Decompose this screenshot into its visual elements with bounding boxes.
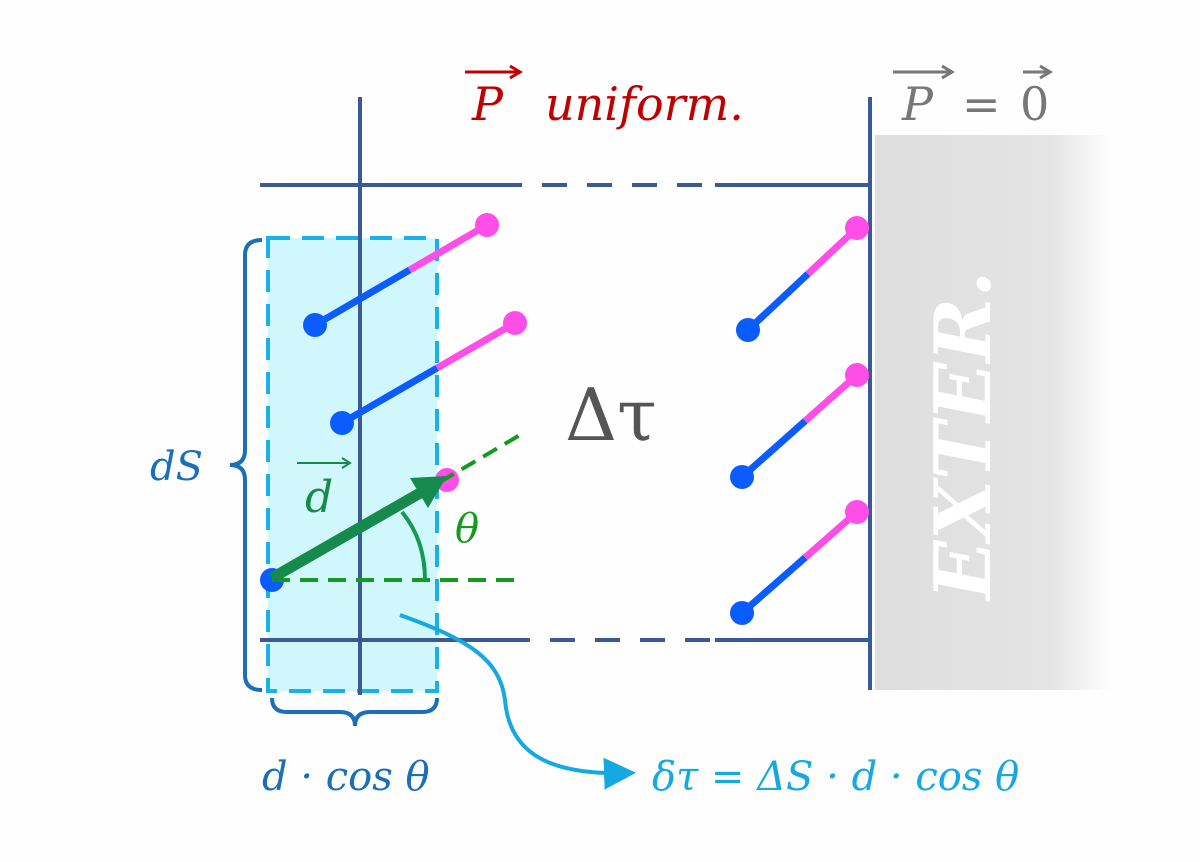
dipole-negative-segment (739, 418, 808, 480)
vector-label: d (305, 472, 333, 523)
frame (260, 97, 872, 695)
projection-brace (270, 697, 439, 727)
dipole-negative-segment (739, 554, 808, 616)
exterior-region (875, 135, 1110, 690)
positive-charge (475, 213, 499, 237)
title-vector: P (471, 77, 504, 131)
surface-label: dS (150, 444, 203, 490)
exterior-condition-rhs: 0 (1020, 77, 1049, 131)
exterior-label: EXTER. (918, 271, 1009, 602)
positive-charge (503, 311, 527, 335)
dipole-negative-segment (340, 364, 439, 427)
negative-charge (330, 411, 354, 435)
projection-label: d · cos θ (262, 754, 430, 800)
angle-arc (400, 510, 427, 581)
surface-brace (229, 238, 263, 692)
dipole (736, 216, 869, 342)
dipole (330, 311, 527, 435)
dipole-positive-segment (407, 221, 489, 274)
dipole (303, 213, 499, 337)
volume-label: Δτ (565, 373, 657, 457)
exterior-condition-eq: = (962, 77, 1001, 131)
dipole-positive-segment (435, 319, 517, 372)
vector-d (269, 433, 522, 583)
dipole (730, 500, 869, 625)
dipole-negative-segment (745, 271, 811, 333)
negative-charge (730, 601, 754, 625)
slab-volume (266, 236, 439, 693)
negative-charge (303, 313, 327, 337)
exterior-condition-lhs: P (901, 77, 934, 131)
positive-charge (845, 363, 869, 387)
title-text: uniform. (545, 77, 744, 131)
vector-arrow-shaft (269, 488, 423, 583)
positive-charge (845, 500, 869, 524)
negative-charge (730, 465, 754, 489)
dipole-negative-segment (313, 266, 412, 329)
formula-pointer-arrow (399, 613, 636, 790)
dipole (730, 363, 869, 489)
positive-charge (845, 216, 869, 240)
angle-label: θ (455, 506, 479, 552)
vector-arrowhead (410, 476, 447, 508)
negative-charge (736, 318, 760, 342)
formula: δτ = ΔS · d · cos θ (652, 754, 1019, 800)
